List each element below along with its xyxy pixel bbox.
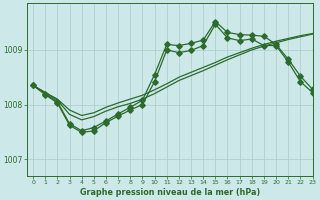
X-axis label: Graphe pression niveau de la mer (hPa): Graphe pression niveau de la mer (hPa) [80,188,260,197]
